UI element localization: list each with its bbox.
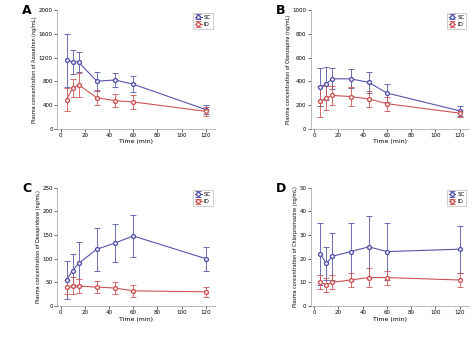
Text: C: C <box>22 182 31 195</box>
Y-axis label: Plasma concentration of Chlorpromazine (ng/mL): Plasma concentration of Chlorpromazine (… <box>293 186 298 307</box>
Y-axis label: Plasma concentration of Azasetron (ng/mL): Plasma concentration of Azasetron (ng/mL… <box>32 16 37 122</box>
Text: A: A <box>22 4 32 17</box>
Legend: SC, ID: SC, ID <box>193 190 213 206</box>
Y-axis label: Plasma concentration of Olanzapine (ng/mL): Plasma concentration of Olanzapine (ng/m… <box>286 15 291 124</box>
Legend: SC, ID: SC, ID <box>447 190 466 206</box>
X-axis label: Time (min): Time (min) <box>119 139 153 144</box>
X-axis label: Time (min): Time (min) <box>373 139 407 144</box>
Y-axis label: Plasma concentration of Desapridone (ng/mL): Plasma concentration of Desapridone (ng/… <box>36 190 41 303</box>
X-axis label: Time (min): Time (min) <box>119 317 153 322</box>
Legend: SC, ID: SC, ID <box>447 13 466 29</box>
Legend: SC, ID: SC, ID <box>193 13 213 29</box>
X-axis label: Time (min): Time (min) <box>373 317 407 322</box>
Text: D: D <box>276 182 286 195</box>
Text: B: B <box>276 4 285 17</box>
